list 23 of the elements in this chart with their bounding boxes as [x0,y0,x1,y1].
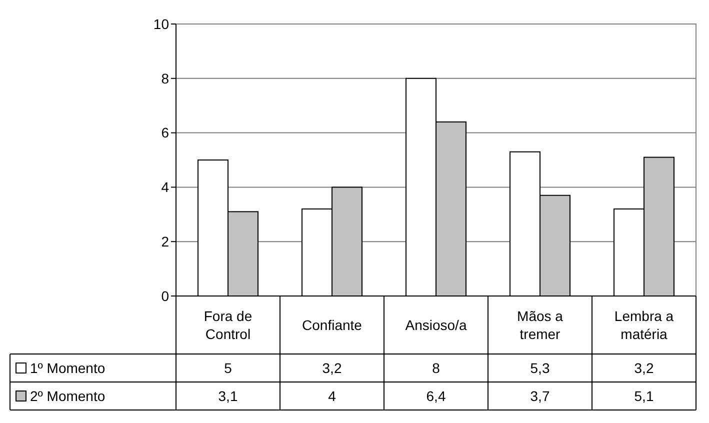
data-label: 6,4 [426,388,446,404]
data-label: 3,2 [634,360,654,376]
data-label: 3,2 [322,360,342,376]
legend-label: 1º Momento [30,360,106,376]
x-tick-label: Fora de Control [204,308,252,342]
x-tick-label: Confiante [302,316,362,333]
data-label: 5 [224,360,232,376]
data-label: 5,3 [530,360,550,376]
data-label: 8 [432,360,440,376]
x-tick-label: Mãos a tremer [517,308,564,342]
data-label: 5,1 [634,388,654,404]
y-tick-label: 0 [161,288,170,304]
y-tick-label: 6 [161,124,170,141]
data-label: 3,7 [530,388,550,404]
y-tick-label: 2 [161,234,170,250]
x-tick-label: Lembra a matéria [614,308,674,342]
y-tick-label: 4 [161,179,170,196]
y-tick-label: 10 [153,16,170,32]
y-tick-label: 8 [161,70,170,86]
x-tick-label: Ansioso/a [405,316,467,333]
data-label: 4 [328,388,336,404]
legend-label: 2º Momento [30,388,106,404]
data-label: 3,1 [218,388,238,404]
